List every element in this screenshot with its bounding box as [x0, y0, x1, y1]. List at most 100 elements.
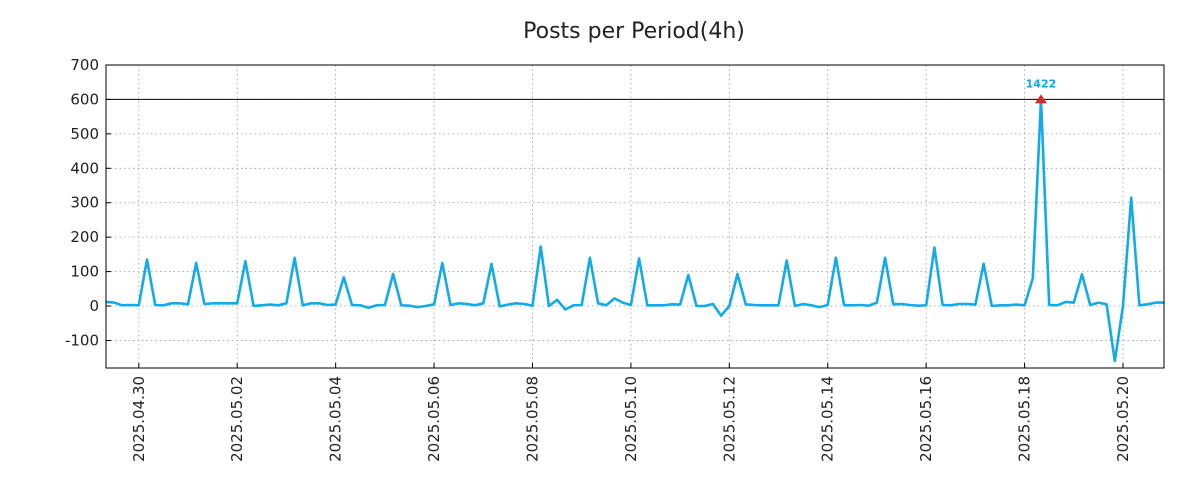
data-point: [1048, 304, 1050, 306]
x-tick-label: 2025.05.20: [1114, 376, 1132, 462]
data-point: [958, 303, 960, 305]
peak-annotation: 1422: [1026, 77, 1057, 90]
data-point: [1113, 360, 1116, 362]
data-point: [597, 302, 599, 305]
data-point: [211, 302, 214, 305]
data-point: [490, 263, 493, 265]
data-point: [1007, 304, 1009, 307]
data-point: [1105, 303, 1108, 306]
data-point: [392, 273, 394, 275]
y-tick-label: 0: [89, 297, 99, 315]
data-point: [179, 302, 181, 305]
data-point: [416, 306, 419, 308]
data-point: [1146, 303, 1149, 306]
data-point: [589, 257, 591, 259]
data-point: [1064, 301, 1067, 303]
data-point: [556, 299, 558, 301]
data-point: [162, 304, 165, 307]
data-point: [433, 303, 435, 306]
data-point: [1081, 273, 1083, 276]
data-point: [646, 304, 649, 307]
data-point: [826, 304, 829, 306]
y-tick-label: 100: [70, 263, 99, 281]
data-point: [384, 304, 386, 306]
data-point: [261, 304, 263, 307]
data-point: [703, 305, 706, 307]
data-point: [630, 304, 632, 306]
data-point: [523, 303, 526, 305]
data-point: [580, 304, 583, 306]
x-tick-label: 2025.04.30: [130, 376, 148, 462]
data-point: [990, 305, 993, 307]
data-point: [974, 303, 977, 306]
data-point: [113, 301, 116, 304]
data-point: [744, 303, 747, 306]
data-point: [1023, 304, 1026, 307]
data-point: [203, 303, 206, 305]
data-point: [859, 304, 862, 306]
data-point: [498, 305, 501, 308]
data-point: [687, 274, 690, 276]
data-point: [334, 303, 337, 306]
plot-area: [105, 64, 1165, 369]
data-point: [1031, 277, 1034, 280]
data-point: [400, 304, 403, 307]
data-point: [1015, 303, 1018, 306]
data-point: [269, 303, 271, 306]
data-point: [343, 276, 345, 279]
data-point: [244, 260, 247, 263]
data-point: [449, 304, 452, 306]
data-point: [662, 304, 665, 307]
data-point: [982, 262, 985, 265]
x-tick-label: 2025.05.08: [523, 376, 541, 462]
x-tick-label: 2025.05.12: [720, 376, 738, 462]
y-axis: 700 600 500 400 300 200 100 0 -100: [65, 56, 111, 349]
data-points: [105, 98, 1165, 362]
grid-lines: [106, 64, 1164, 368]
data-point: [679, 303, 681, 306]
data-point: [802, 303, 804, 305]
data-point: [507, 303, 509, 306]
data-point: [310, 302, 312, 305]
data-point: [154, 304, 157, 306]
data-point: [1072, 301, 1075, 304]
data-point: [572, 304, 575, 307]
data-point: [884, 257, 886, 259]
x-tick-label: 2025.05.14: [819, 376, 837, 462]
x-tick-label: 2025.05.18: [1016, 376, 1034, 462]
data-point: [1154, 301, 1157, 304]
data-point: [236, 302, 239, 305]
data-point: [367, 306, 370, 309]
data-point: [277, 304, 280, 307]
data-point: [966, 303, 968, 305]
data-point: [917, 304, 919, 307]
data-point: [835, 257, 837, 259]
data-point: [712, 303, 714, 305]
data-point: [293, 257, 296, 259]
data-point: [466, 303, 468, 305]
data-point: [228, 302, 230, 305]
data-point: [671, 303, 673, 306]
data-point: [408, 304, 411, 307]
data-point: [195, 262, 198, 264]
data-point: [1138, 304, 1141, 307]
data-point: [1130, 196, 1132, 199]
y-tick-label: 200: [70, 228, 99, 246]
data-point: [302, 304, 304, 307]
data-point: [1122, 305, 1124, 307]
data-point: [539, 245, 542, 248]
y-tick-label: 500: [70, 125, 99, 143]
data-point: [753, 304, 755, 306]
data-point: [892, 303, 895, 306]
data-point: [457, 302, 460, 305]
x-tick-label: 2025.05.04: [327, 376, 345, 462]
x-tick-label: 2025.05.06: [425, 376, 443, 462]
data-point: [220, 302, 222, 305]
data-point: [654, 304, 657, 307]
data-point: [252, 305, 255, 307]
x-tick-label: 2025.05.02: [228, 376, 246, 462]
x-tick-label: 2025.05.16: [917, 376, 935, 462]
y-tick-label: 600: [70, 90, 99, 108]
chart-title: Posts per Period(4h): [523, 19, 745, 44]
data-point: [736, 273, 739, 275]
